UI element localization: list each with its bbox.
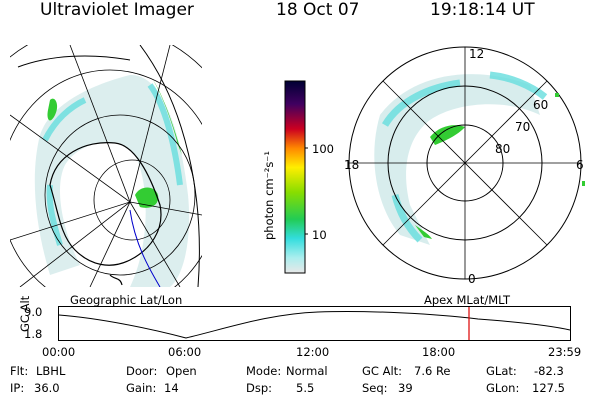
colorbar [284,80,308,274]
image-time: 19:18:14 UT [430,0,535,20]
altitude-curve [58,310,571,339]
right-map-label: Apex MLat/MLT [424,293,511,307]
mode-label: Mode: [246,364,282,378]
aurora-diffuse [34,74,190,287]
timeline-xtick-4: 23:59 [548,345,582,359]
glon-label: GLon: [486,381,520,395]
seq-value: 39 [398,381,413,395]
altitude-timeline [58,306,571,341]
left-map-label: Geographic Lat/Lon [70,293,183,307]
mlt-label-0: 0 [468,272,476,285]
gcalt-label: GC Alt: [362,364,403,378]
aurora-cyan [42,83,183,246]
flt-label: Flt: [10,364,29,378]
lat-label-60: 60 [533,98,548,112]
timeline-xtick-1: 06:00 [168,345,202,359]
polar-plot: 12 18 6 0 60 70 80 [344,46,585,285]
flt-value: LBHL [36,364,66,378]
timeline-xtick-3: 18:00 [422,345,456,359]
dsp-label: Dsp: [246,381,273,395]
mlt-label-6: 6 [576,158,584,172]
mlt-label-18: 18 [344,158,359,172]
lat-label-70: 70 [515,120,530,134]
timeline-ytick-min: 1.8 [24,327,43,341]
glon-value: 127.5 [532,381,565,395]
door-label: Door: [126,364,158,378]
timeline-xtick-2: 12:00 [296,345,330,359]
geographic-map [10,45,202,287]
ip-value: 36.0 [34,381,60,395]
gain-label: Gain: [126,381,157,395]
timeline-xtick-0: 00:00 [42,345,76,359]
gcalt-value: 7.6 Re [414,364,451,378]
coastline [49,142,162,266]
instrument-name: Ultraviolet Imager [40,0,194,20]
colorbar-tick-100: 100 [312,142,334,156]
seq-label: Seq: [362,381,388,395]
image-date: 18 Oct 07 [276,0,360,20]
gain-value: 14 [164,381,179,395]
glat-label: GLat: [486,364,517,378]
lat-label-80: 80 [495,142,510,156]
mlt-label-12: 12 [469,47,484,61]
aurora-green-spot [47,98,58,121]
header-bar: Ultraviolet Imager 18 Oct 07 19:18:14 UT [0,0,600,22]
ip-label: IP: [10,381,25,395]
mode-value: Normal [286,364,328,378]
glat-value: -82.3 [534,364,564,378]
dsp-value: 5.5 [296,381,315,395]
colorbar-tick-10: 10 [312,228,327,242]
colorbar-label: photon cm⁻²s⁻¹ [262,151,276,240]
door-value: Open [166,364,197,378]
aurora-green-center [135,187,159,208]
aurora-green-band [150,75,182,155]
timeline-ytick-max: 9.0 [24,305,43,319]
